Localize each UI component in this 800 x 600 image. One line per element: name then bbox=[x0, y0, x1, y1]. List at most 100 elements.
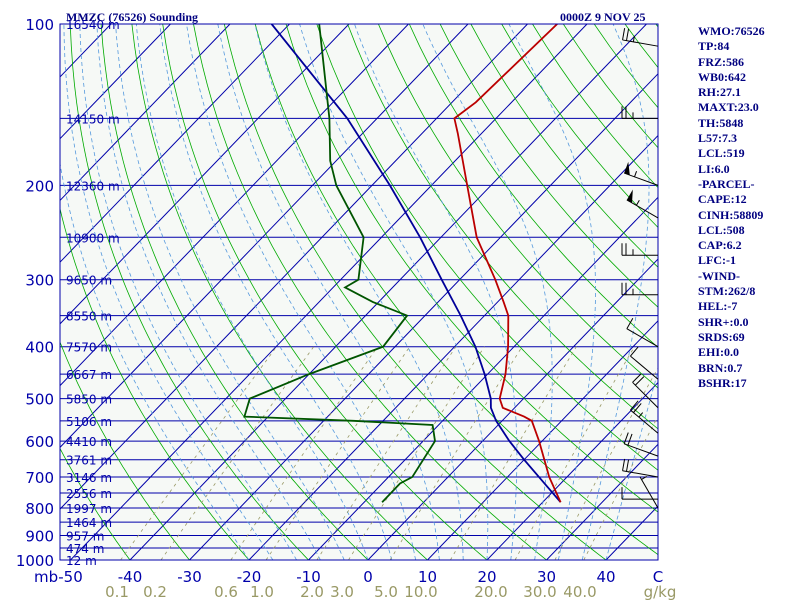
pressure-tick-label: 200 bbox=[25, 177, 54, 195]
isotherm-line bbox=[546, 443, 658, 560]
index-item: BRN:0.7 bbox=[698, 360, 743, 375]
wind-barb bbox=[621, 282, 658, 296]
wind-barb-staff bbox=[622, 39, 659, 47]
index-item: CINH:58809 bbox=[698, 207, 764, 222]
dry-adiabat bbox=[60, 207, 250, 560]
wind-barb bbox=[624, 161, 659, 186]
mixing-ratio-tick-label: 1.0 bbox=[250, 583, 274, 600]
dry-adiabat bbox=[69, 24, 309, 560]
mixing-ratio-line bbox=[348, 346, 485, 560]
moist-adiabat bbox=[60, 161, 250, 560]
wind-barb-staff bbox=[639, 476, 659, 509]
pressure-tick-label: 100 bbox=[25, 16, 54, 34]
pressure-tick-label: 400 bbox=[25, 339, 54, 357]
index-item: CAPE:12 bbox=[698, 192, 747, 207]
pressure-tick-label: 500 bbox=[25, 391, 54, 409]
mixing-ratio-tick-label: 30.0 bbox=[523, 583, 556, 600]
index-item: L57:7.3 bbox=[698, 131, 737, 146]
dry-adiabat bbox=[347, 24, 658, 430]
temperature-tick-label: 10 bbox=[418, 568, 437, 586]
isotherm-line bbox=[60, 24, 469, 449]
index-item: TP:84 bbox=[698, 39, 730, 54]
mixing-ratio-tick-label: 0.6 bbox=[214, 583, 238, 600]
height-label: 5850 m bbox=[66, 393, 112, 407]
dry-adiabat bbox=[316, 24, 658, 471]
wind-barb bbox=[632, 373, 659, 409]
dry-adiabat bbox=[223, 24, 607, 560]
height-label: 3761 m bbox=[66, 454, 112, 468]
moist-adiabat bbox=[299, 24, 489, 560]
isotherm-line bbox=[60, 24, 231, 202]
dry-adiabat bbox=[378, 24, 658, 389]
index-item: WB0:642 bbox=[698, 69, 746, 84]
height-label: 3146 m bbox=[66, 471, 112, 485]
index-item: CAP:6.2 bbox=[698, 238, 742, 253]
wind-barb-flag bbox=[625, 459, 630, 472]
temperature-tick-label: -30 bbox=[177, 568, 202, 586]
wind-barb-half bbox=[638, 412, 644, 418]
wind-barb-flag bbox=[635, 376, 645, 386]
index-item: LFC:-1 bbox=[698, 253, 736, 268]
mixing-ratio-line bbox=[554, 367, 658, 560]
index-item: LI:6.0 bbox=[698, 161, 730, 176]
index-item: BSHR:17 bbox=[698, 375, 747, 390]
index-item: SRDS:69 bbox=[698, 329, 745, 344]
height-label: 1997 m bbox=[66, 502, 112, 516]
dry-adiabat bbox=[60, 447, 131, 560]
temperature-trace bbox=[453, 24, 562, 503]
moist-adiabat bbox=[217, 24, 440, 560]
isotherm-line bbox=[129, 24, 647, 560]
temperature-tick-label: -10 bbox=[296, 568, 321, 586]
mixing-ratio-line bbox=[389, 346, 523, 560]
index-item: RH:27.1 bbox=[698, 85, 741, 100]
index-item: WMO:76526 bbox=[698, 24, 765, 38]
wind-barb-staff bbox=[622, 470, 659, 478]
moist-adiabat bbox=[63, 24, 274, 560]
wind-barb-flag bbox=[625, 28, 630, 41]
dry-adiabat bbox=[470, 24, 658, 268]
temperature-unit-label: C bbox=[653, 568, 663, 586]
index-item: STM:262/8 bbox=[698, 284, 756, 299]
mixing-ratio-line bbox=[316, 346, 457, 560]
wind-barb-flag bbox=[622, 458, 626, 471]
temperature-tick-label: 0 bbox=[363, 568, 373, 586]
wind-barb bbox=[626, 318, 659, 348]
parcel-trace bbox=[270, 24, 562, 503]
mixing-ratio-tick-label: 2.0 bbox=[300, 583, 324, 600]
index-item: SHR+:0.0 bbox=[698, 314, 749, 329]
mixing-ratio-line bbox=[514, 346, 635, 560]
height-label: 7570 m bbox=[66, 341, 112, 355]
wind-barb-flag bbox=[623, 432, 629, 444]
index-item: MAXT:23.0 bbox=[698, 100, 759, 115]
isotherm-line bbox=[60, 24, 350, 325]
height-label: 2556 m bbox=[66, 487, 112, 501]
wind-barb bbox=[621, 106, 658, 119]
dry-adiabat bbox=[193, 24, 547, 560]
index-item: TH:5848 bbox=[698, 115, 744, 130]
wind-barb-staff bbox=[626, 328, 659, 348]
height-label: 5106 m bbox=[66, 415, 112, 429]
moist-adiabat bbox=[508, 24, 596, 560]
isotherm-line bbox=[60, 24, 528, 510]
wind-barb-half bbox=[632, 35, 635, 42]
plot-area bbox=[60, 24, 658, 560]
isotherm-line bbox=[248, 134, 658, 560]
pressure-tick-label: 1000 bbox=[16, 552, 54, 570]
wind-barb-half bbox=[641, 476, 647, 480]
wind-barb bbox=[623, 432, 659, 457]
mixing-ratio-tick-label: 5.0 bbox=[374, 583, 398, 600]
wind-barb-flag bbox=[626, 318, 634, 329]
dry-adiabat bbox=[131, 24, 428, 560]
temperature-tick-label: -50 bbox=[58, 568, 83, 586]
isotherm-line bbox=[60, 24, 171, 140]
plot-frame bbox=[59, 23, 659, 561]
pressure-tick-label: 900 bbox=[25, 527, 54, 545]
mixing-ratio-line bbox=[583, 415, 658, 560]
moist-adiabat bbox=[115, 24, 345, 560]
isotherm-line bbox=[60, 24, 290, 263]
wind-barb-staff bbox=[632, 381, 659, 409]
wind-barb-pennant bbox=[624, 161, 630, 176]
wind-barb-staff bbox=[630, 409, 659, 434]
temperature-tick-label: 30 bbox=[537, 568, 556, 586]
